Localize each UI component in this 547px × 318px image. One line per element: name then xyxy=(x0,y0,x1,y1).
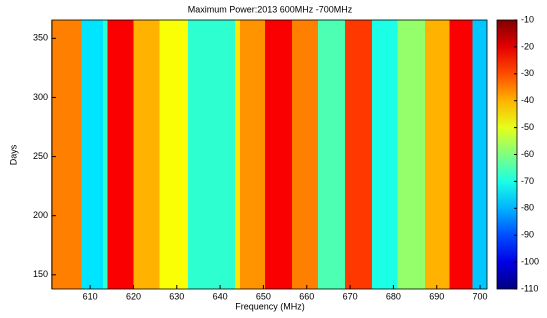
heatmap-cell xyxy=(103,20,107,289)
colorbar-tick-label: -40 xyxy=(521,95,534,105)
heatmap-cell xyxy=(318,20,345,289)
heatmap-cell xyxy=(240,20,265,289)
y-axis-label: Days xyxy=(8,144,18,165)
y-tick-label: 200 xyxy=(33,210,48,220)
y-tick-label: 350 xyxy=(33,33,48,43)
colorbar-tick-label: -100 xyxy=(521,256,539,266)
heatmap-cell xyxy=(51,20,81,289)
colorbar-tick-label: -70 xyxy=(521,176,534,186)
chart: Maximum Power:2013 600MHz -700MHz Freque… xyxy=(0,0,547,313)
colorbar-tick-label: -20 xyxy=(521,41,534,51)
colorbar-tick-label: -50 xyxy=(521,122,534,132)
x-tick-label: 650 xyxy=(256,291,271,301)
colorbar-tick-label: -110 xyxy=(521,283,538,293)
x-tick-label: 680 xyxy=(386,291,401,301)
colorbar-tick-label: -10 xyxy=(521,14,534,24)
x-tick-label: 610 xyxy=(83,291,98,301)
x-axis-label: Frequency (MHz) xyxy=(235,301,305,311)
heatmap-cell xyxy=(81,20,103,289)
heatmap-cell xyxy=(425,20,450,289)
heatmap-cell xyxy=(398,20,425,289)
x-tick-label: 630 xyxy=(169,291,184,301)
x-tick-label: 620 xyxy=(126,291,141,301)
x-tick-label: 700 xyxy=(473,291,488,301)
colorbar-tick-label: -60 xyxy=(521,149,534,159)
heatmap-cell xyxy=(133,20,159,289)
chart-title: Maximum Power:2013 600MHz -700MHz xyxy=(188,4,353,14)
y-tick-label: 300 xyxy=(33,92,48,102)
x-tick-label: 670 xyxy=(343,291,358,301)
heatmap-cell xyxy=(159,20,188,289)
heatmap-cell xyxy=(188,20,235,289)
heatmap-cell xyxy=(450,20,473,289)
colorbar-tick-label: -80 xyxy=(521,203,534,213)
heatmap-cell xyxy=(372,20,398,289)
heatmap-cell xyxy=(235,20,240,289)
heatmap-cell xyxy=(472,20,487,289)
x-tick-label: 690 xyxy=(429,291,444,301)
colorbar-tick-label: -90 xyxy=(521,230,534,240)
y-tick-label: 250 xyxy=(33,151,48,161)
heatmap-cell xyxy=(292,20,318,289)
y-tick-label: 150 xyxy=(33,269,48,279)
heatmap-cell xyxy=(107,20,133,289)
heatmap-cell xyxy=(265,20,292,289)
heatmap-cell xyxy=(345,20,372,289)
x-tick-label: 660 xyxy=(299,291,314,301)
x-tick-label: 640 xyxy=(213,291,228,301)
colorbar-tick-label: -30 xyxy=(521,68,534,78)
